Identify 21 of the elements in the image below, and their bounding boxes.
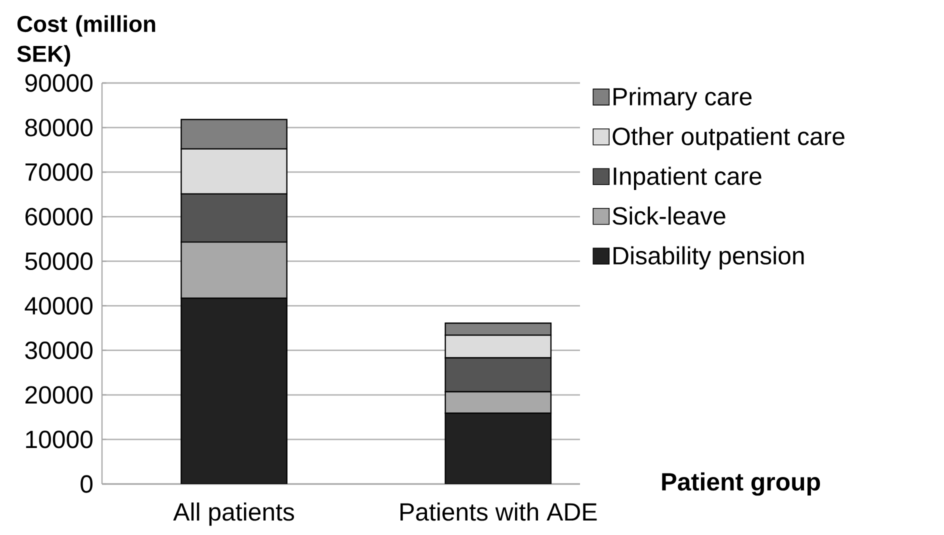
x-tick-label: All patients bbox=[173, 502, 294, 526]
legend-label: Primary care bbox=[614, 87, 752, 110]
y-tick-label: 30000 bbox=[25, 342, 93, 360]
legend-label: Disability pension bbox=[614, 246, 804, 270]
legend-label: Inpatient care bbox=[614, 166, 762, 190]
y-tick-label: 50000 bbox=[25, 252, 93, 270]
y-tick-label: 70000 bbox=[26, 163, 93, 181]
y-axis-title: Cost (million SEK) bbox=[17, 15, 156, 66]
y-tick-label: 20000 bbox=[25, 386, 93, 404]
y-tick-label: 80000 bbox=[25, 118, 93, 136]
x-tick-label: Patients with ADE bbox=[400, 502, 597, 521]
x-axis-title: Patient group bbox=[662, 472, 820, 496]
legend-label: Other outpatient care bbox=[612, 126, 844, 150]
y-tick-label: 10000 bbox=[26, 430, 93, 448]
y-tick-label: 90000 bbox=[25, 74, 93, 92]
y-tick-label: 60000 bbox=[26, 208, 93, 226]
bar bbox=[444, 412, 552, 484]
legend-label: Sick-leave bbox=[612, 206, 726, 225]
bar bbox=[180, 298, 288, 484]
y-tick-label: 40000 bbox=[24, 296, 93, 315]
y-tick-label: 0 bbox=[80, 475, 93, 493]
